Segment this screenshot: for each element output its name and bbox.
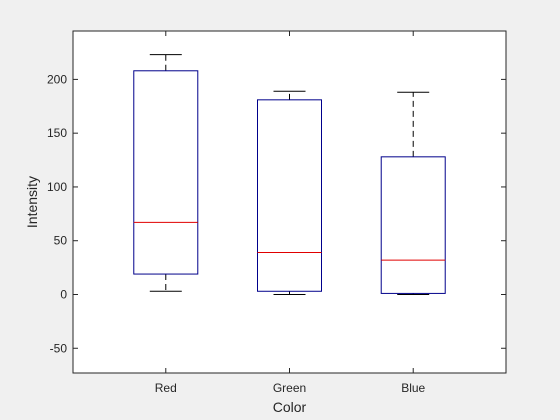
y-tick-label: 200: [47, 72, 67, 86]
iqr-box: [133, 70, 199, 275]
y-tick-label: 150: [47, 126, 67, 140]
box-green: [257, 90, 322, 295]
iqr-box: [380, 156, 446, 294]
x-tick-label: Red: [155, 381, 177, 395]
x-axis-ticks: Red Green Blue: [155, 31, 426, 395]
y-axis-ticks: -50 0 50 100 150 200: [47, 72, 506, 355]
x-axis-label: Color: [273, 399, 307, 415]
x-tick-label: Green: [273, 381, 306, 395]
y-tick-label: 50: [54, 234, 68, 248]
box-blue: [380, 91, 446, 295]
plot-area: [72, 30, 507, 374]
box-red: [133, 54, 199, 292]
box-marks: [133, 54, 446, 295]
y-tick-label: 0: [60, 287, 67, 301]
x-tick-label: Blue: [401, 381, 425, 395]
y-tick-label: 100: [47, 180, 67, 194]
iqr-box: [257, 99, 322, 292]
y-tick-label: -50: [50, 341, 68, 355]
y-axis-label: Intensity: [24, 176, 40, 228]
